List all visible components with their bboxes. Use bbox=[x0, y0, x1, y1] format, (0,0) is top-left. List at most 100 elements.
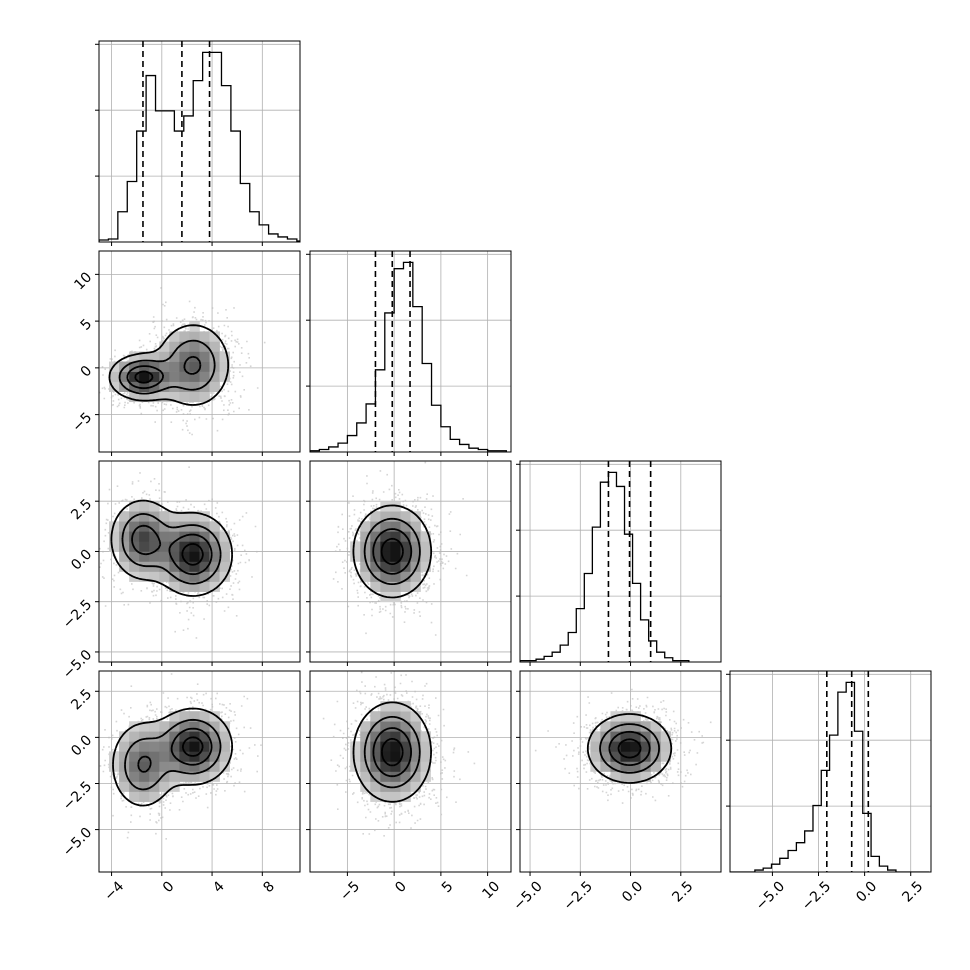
density-cell bbox=[650, 721, 661, 732]
density-cell bbox=[149, 731, 160, 742]
density-cell bbox=[149, 721, 160, 732]
density-cell bbox=[410, 761, 421, 772]
density-cell bbox=[370, 751, 381, 762]
density-cell bbox=[179, 351, 190, 362]
x-tick-label: −4 bbox=[101, 878, 127, 904]
density-cell bbox=[620, 761, 631, 772]
density-cell bbox=[370, 581, 381, 592]
x-tick-label: 0 bbox=[160, 878, 178, 896]
density-cell bbox=[410, 511, 421, 522]
density-cell bbox=[400, 521, 411, 532]
density-cell bbox=[209, 731, 220, 742]
density-cell bbox=[219, 721, 230, 732]
density-cell bbox=[390, 731, 401, 742]
y-tick-label: 10 bbox=[71, 269, 95, 293]
x-tick-label: −2.5 bbox=[561, 878, 596, 913]
density-cell bbox=[169, 511, 180, 522]
contour-level-1 bbox=[112, 707, 233, 807]
density-cell bbox=[640, 721, 651, 732]
marginal-panel-2 bbox=[306, 250, 512, 456]
density-cell bbox=[199, 361, 210, 372]
density-cell bbox=[390, 561, 401, 572]
density-cell bbox=[370, 741, 381, 752]
density-cell bbox=[179, 341, 190, 352]
density-cell bbox=[420, 741, 431, 752]
density-cell bbox=[219, 741, 230, 752]
density-cell bbox=[129, 371, 140, 382]
y-tick-label: 0.0 bbox=[68, 732, 95, 759]
density-cell bbox=[169, 581, 180, 592]
density-cell bbox=[159, 761, 170, 772]
x-tick-label: 0.0 bbox=[619, 878, 646, 905]
density-cell bbox=[169, 731, 180, 742]
density-cell bbox=[179, 711, 190, 722]
y-tick-label: 0.0 bbox=[68, 546, 95, 573]
histogram-2 bbox=[310, 261, 507, 452]
density-cell bbox=[119, 521, 130, 532]
density-cell bbox=[139, 381, 150, 392]
contour-level-1 bbox=[586, 713, 673, 784]
density-cell bbox=[189, 341, 200, 352]
contour-level-3 bbox=[372, 528, 413, 575]
x-tick-label: 0 bbox=[392, 878, 410, 896]
density-cell bbox=[380, 791, 391, 802]
density-cell bbox=[590, 761, 601, 772]
density-cell bbox=[370, 531, 381, 542]
panel-frame bbox=[98, 460, 301, 663]
contour-level-3 bbox=[126, 355, 202, 390]
density-cell bbox=[149, 741, 160, 752]
density-cell bbox=[380, 581, 391, 592]
density-cell bbox=[209, 351, 220, 362]
density-cell bbox=[129, 521, 140, 532]
density-cell bbox=[590, 751, 601, 762]
density-cell bbox=[159, 551, 170, 562]
density-cell bbox=[109, 541, 120, 552]
density-cell bbox=[149, 521, 160, 532]
density-cell bbox=[410, 731, 421, 742]
density-cell bbox=[219, 361, 230, 372]
density-cell bbox=[199, 541, 210, 552]
density-cell bbox=[380, 531, 391, 542]
density-cell bbox=[630, 711, 641, 722]
density-cell bbox=[189, 381, 200, 392]
density-cell bbox=[380, 741, 391, 752]
density-cell bbox=[179, 581, 190, 592]
density-cell bbox=[630, 721, 641, 732]
density-cell bbox=[209, 751, 220, 762]
x-tick-label: −5.0 bbox=[510, 878, 545, 913]
density-cell bbox=[159, 751, 170, 762]
density-cell bbox=[199, 711, 210, 722]
density-cell bbox=[199, 731, 210, 742]
density-cell bbox=[400, 541, 411, 552]
density-cell bbox=[119, 731, 130, 742]
density-cell bbox=[149, 531, 160, 542]
density-cell bbox=[199, 381, 210, 392]
density-cell bbox=[410, 771, 421, 782]
panel-frame bbox=[519, 670, 722, 873]
density-cell bbox=[219, 571, 230, 582]
density-cell bbox=[169, 341, 180, 352]
joint-panel-1-4 bbox=[95, 670, 301, 876]
density-cell bbox=[189, 761, 200, 772]
density-cell bbox=[600, 751, 611, 762]
density-cell bbox=[159, 721, 170, 732]
density-cell bbox=[420, 751, 431, 762]
contour-level-4 bbox=[380, 537, 404, 565]
density-cell bbox=[159, 731, 170, 742]
density-cell bbox=[169, 361, 180, 372]
density-cell bbox=[410, 721, 421, 732]
density-cell bbox=[149, 781, 160, 792]
density-cell bbox=[380, 721, 391, 732]
density-cell bbox=[159, 381, 170, 392]
marginal-panel-4 bbox=[726, 670, 932, 876]
density-cell bbox=[109, 381, 120, 392]
histogram-4 bbox=[730, 681, 930, 872]
contour-level-3 bbox=[608, 730, 651, 766]
density-cell bbox=[179, 751, 190, 762]
density-cell bbox=[400, 791, 411, 802]
density-cell bbox=[420, 541, 431, 552]
density-cell bbox=[199, 721, 210, 732]
density-cell bbox=[380, 551, 391, 562]
density-cell bbox=[169, 541, 180, 552]
density-cell bbox=[129, 361, 140, 372]
